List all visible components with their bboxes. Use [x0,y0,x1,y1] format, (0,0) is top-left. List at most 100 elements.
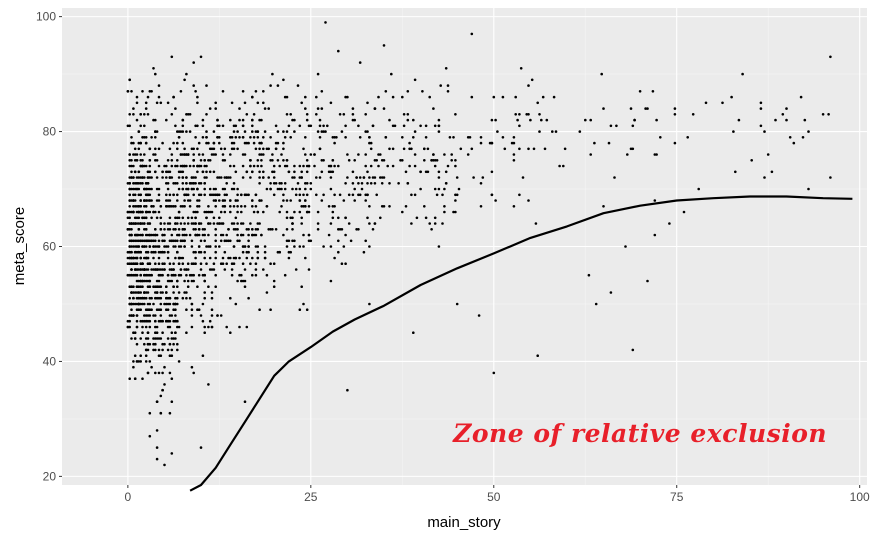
data-point [346,388,349,392]
data-point [240,273,243,277]
data-point [150,365,153,369]
data-point [240,210,243,214]
data-point [128,199,131,202]
data-point [146,176,150,179]
data-point [304,199,307,202]
data-point [144,325,148,329]
data-point [128,222,131,225]
data-point [267,147,271,151]
data-point [229,296,232,300]
data-point [141,176,144,179]
data-point [152,268,155,271]
data-point [384,90,388,93]
data-point [433,216,437,220]
y-axis-title: meta_score [11,207,28,285]
data-point [256,136,260,139]
data-point [161,268,164,271]
data-point [741,72,744,76]
data-point [148,319,152,323]
data-point [148,170,152,174]
data-point [251,256,254,260]
data-point [199,164,203,168]
data-point [139,176,142,179]
data-point [170,331,174,335]
data-point [514,95,517,99]
data-point [135,308,139,312]
data-point [558,164,561,168]
data-point [139,124,142,128]
data-point [170,377,174,381]
data-point [148,285,152,289]
data-point [152,210,155,214]
data-point [457,187,461,191]
data-point [221,199,225,202]
data-point [236,210,239,214]
data-point [252,164,256,168]
data-point [128,164,131,168]
data-point [258,199,261,202]
data-point [368,245,371,248]
data-point [472,176,475,179]
data-point [271,153,274,156]
data-point [470,147,474,151]
data-point [415,216,419,220]
data-point [329,222,333,225]
data-point [278,182,282,185]
data-point [309,124,313,128]
data-point [139,285,142,289]
data-point [154,72,157,76]
data-point [148,342,152,346]
data-point [249,176,252,179]
data-point [391,95,395,99]
data-point [512,141,516,145]
data-point [186,222,190,225]
data-point [459,147,463,151]
data-point [659,136,662,139]
data-point [190,365,194,369]
data-point [287,256,291,260]
data-point [174,308,177,312]
data-point [331,205,335,208]
data-point [254,268,258,271]
data-point [163,222,166,225]
data-point [128,239,131,243]
data-point [210,268,214,271]
data-point [192,273,195,277]
data-point [283,187,287,191]
data-point [154,210,157,214]
data-point [212,141,216,145]
data-point [154,325,157,329]
data-point [133,337,137,340]
data-point [132,164,135,168]
data-point [176,130,179,133]
data-point [185,182,188,185]
data-point [391,164,395,168]
data-point [256,250,260,254]
data-point [214,205,217,208]
data-point [490,170,494,174]
data-point [203,159,206,162]
data-point [337,250,340,254]
data-point [287,250,291,254]
data-point [238,273,241,277]
data-point [194,182,197,185]
data-point [165,319,168,323]
data-point [161,371,164,375]
data-point [307,210,311,214]
data-point [197,199,201,202]
data-point [236,199,239,202]
data-point [704,101,708,105]
data-point [304,205,307,208]
data-point [302,245,305,248]
data-point [230,147,234,151]
data-point [785,118,788,122]
data-point [201,136,205,139]
data-point [285,164,289,168]
data-point [479,141,483,145]
data-point [212,199,216,202]
data-point [691,113,695,116]
data-point [225,262,228,266]
data-point [143,319,146,323]
data-point [256,210,260,214]
data-point [157,250,161,254]
